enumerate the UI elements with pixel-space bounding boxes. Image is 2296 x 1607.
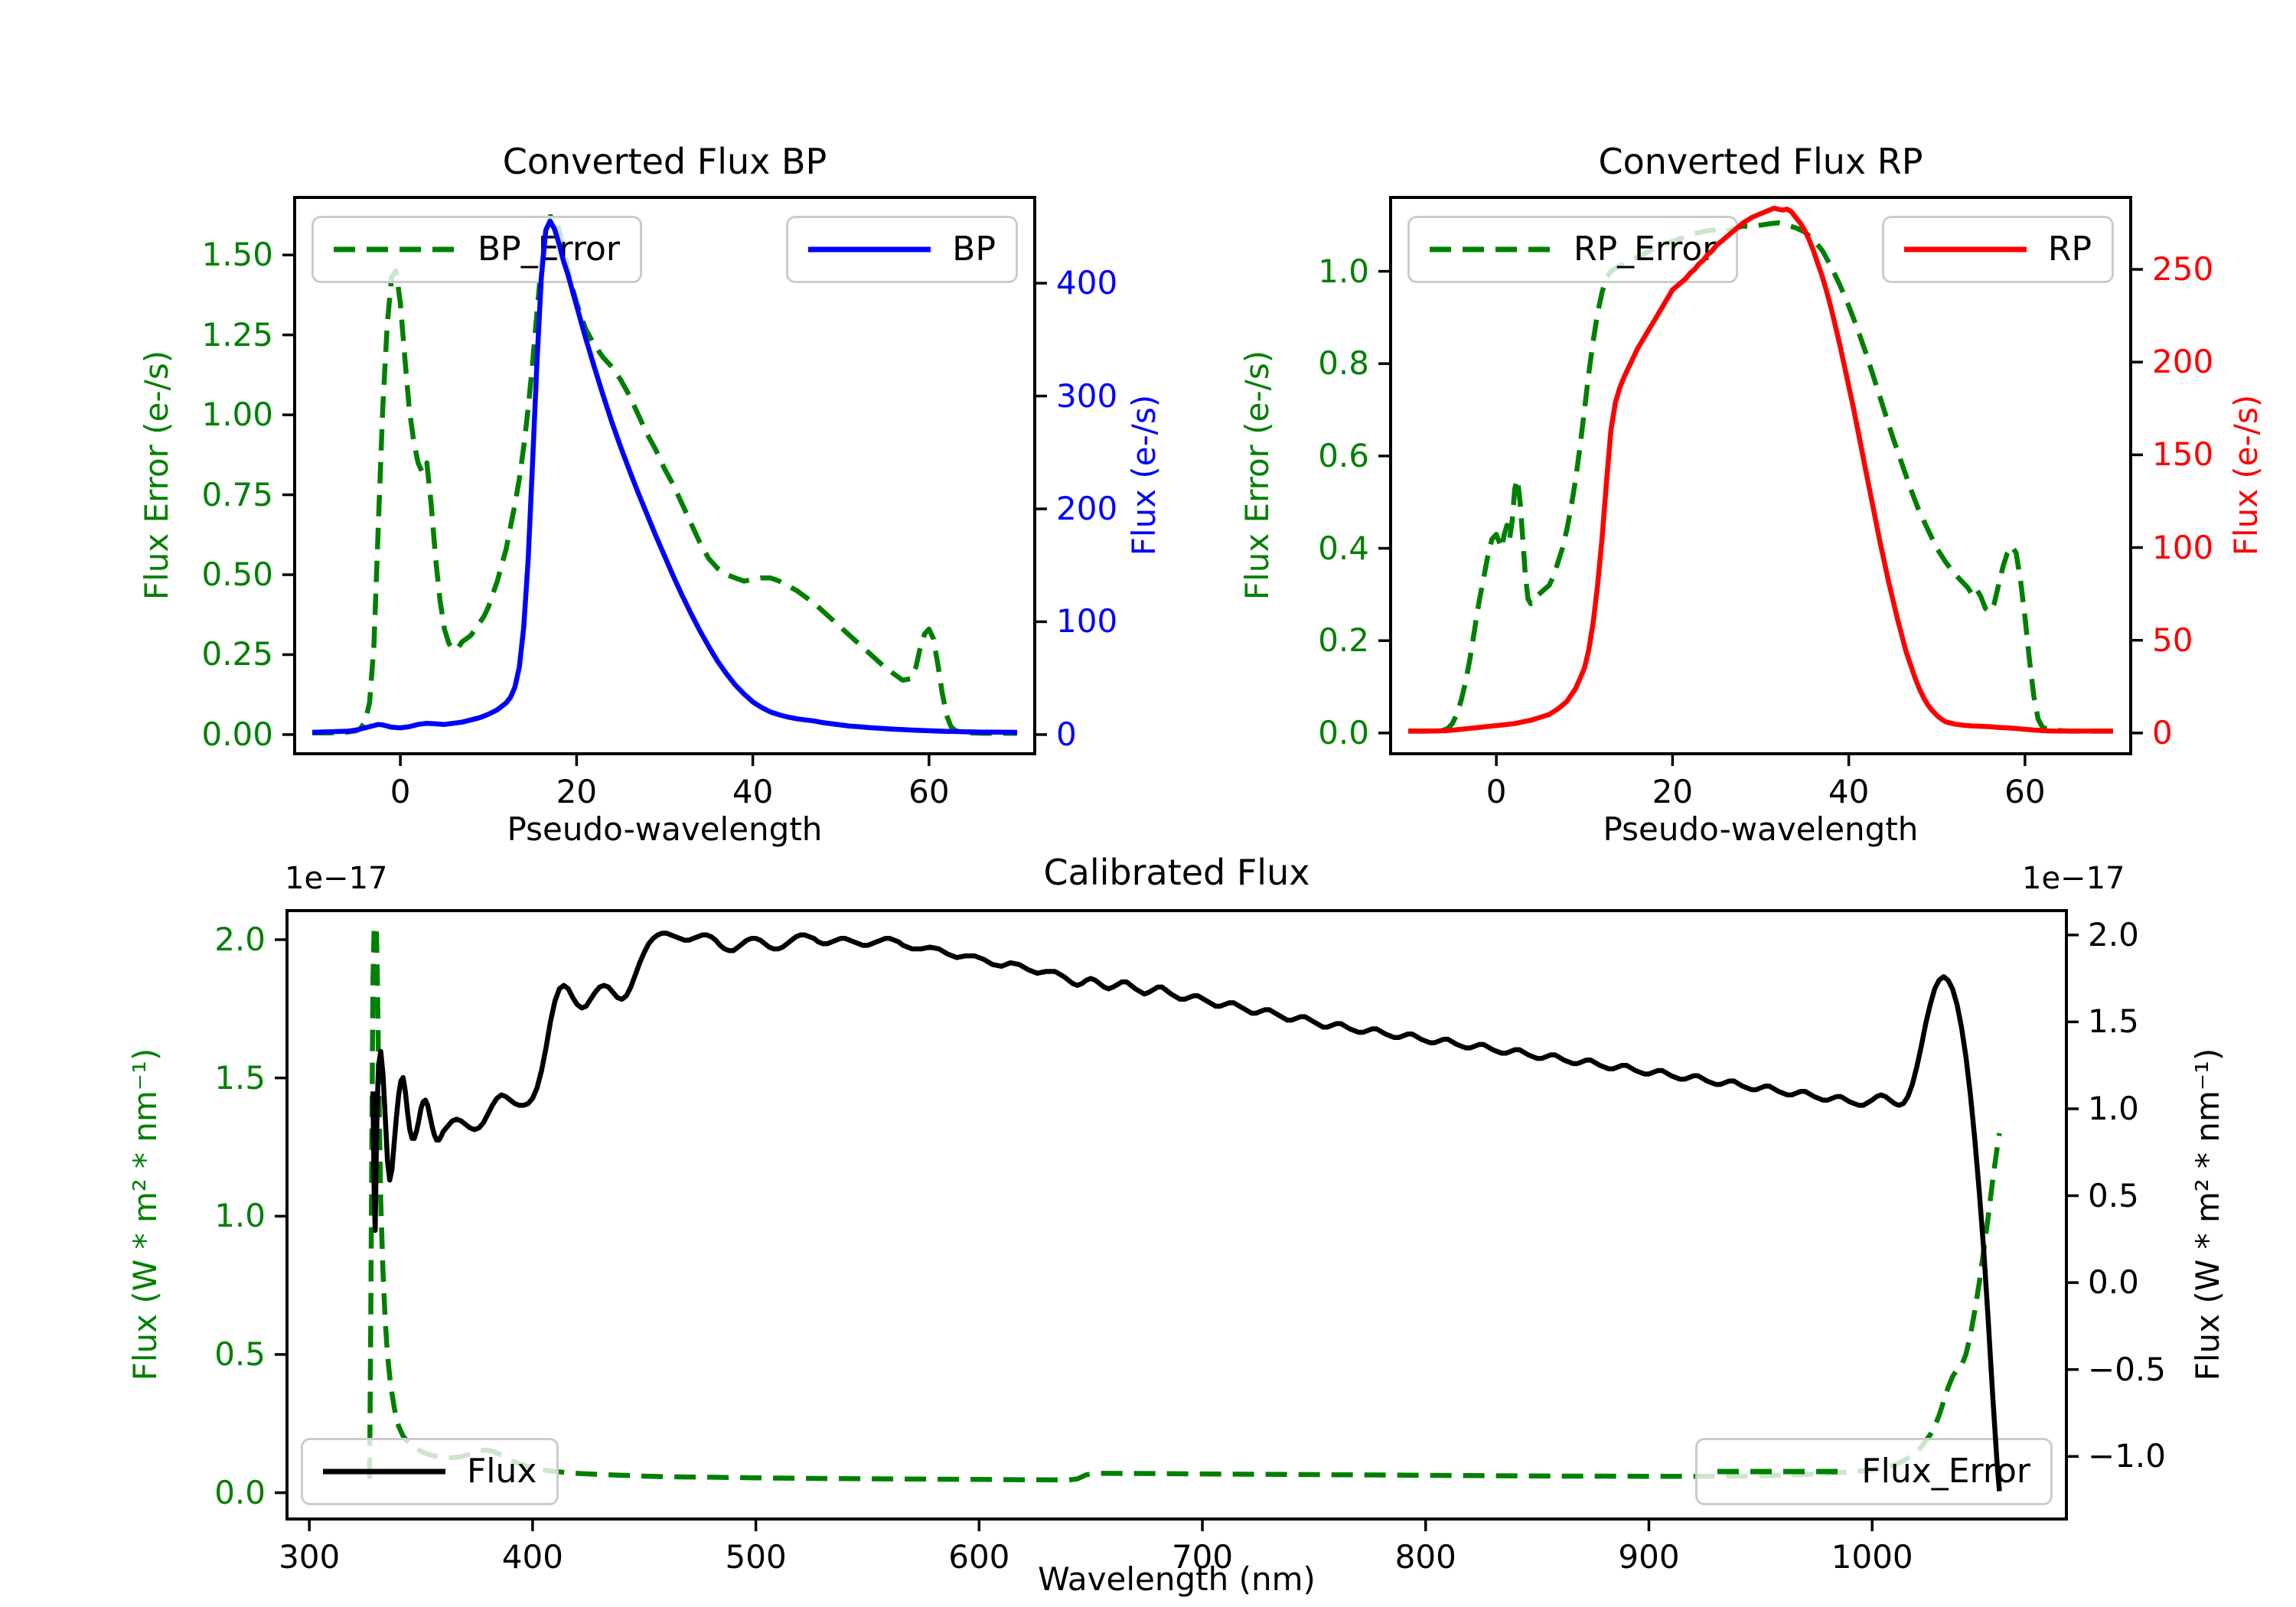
x-tick-label: 20 <box>556 773 598 810</box>
subplot-calibrated-ylabel-left: Flux (W * m² * nm⁻¹) <box>126 1048 164 1381</box>
legend-sample-line <box>808 246 931 253</box>
bp-line <box>311 218 1018 735</box>
x-tick-label: 900 <box>1618 1538 1680 1576</box>
x-tick-label: 1000 <box>1831 1538 1913 1576</box>
subplot-bp-title: Converted Flux BP <box>502 141 827 182</box>
rp-line <box>1408 205 2113 734</box>
y-tick-label-right: 1.0 <box>2088 1089 2139 1127</box>
subplot-bp-ylabel-left: Flux Error (e-/s) <box>138 350 175 601</box>
series-layer-left <box>312 214 1017 736</box>
y-tick-label-left: 0.75 <box>201 475 273 513</box>
y-tick-label-right: 400 <box>1056 264 1118 302</box>
y-tick-label-right: 0 <box>1056 715 1077 753</box>
y-tick-label-right: 300 <box>1056 376 1118 415</box>
legend-flux_error: Flux_Error <box>1695 1438 2053 1505</box>
series-layer-right <box>311 218 1018 735</box>
subplot-rp-xlabel: Pseudo-wavelength <box>1603 810 1919 848</box>
subplot-rp-ylabel-right: Flux (e-/s) <box>2227 394 2265 556</box>
y-tick-label-right: 250 <box>2152 250 2214 288</box>
plot-border <box>1389 196 2132 755</box>
axes-frame <box>275 909 2079 1531</box>
x-tick-label: 700 <box>1171 1538 1234 1576</box>
legend-rp: RP <box>1881 216 2114 283</box>
y-tick-label-left: 2.0 <box>214 920 266 958</box>
plot-border <box>285 909 2068 1521</box>
y-tick-label-left: 0.0 <box>1318 713 1369 751</box>
legend-sample-line <box>1903 246 2027 253</box>
legend-sample-line <box>323 1468 445 1475</box>
y-tick-label-right: 100 <box>1056 602 1118 641</box>
y-tick-label-right: −1.0 <box>2088 1437 2166 1475</box>
y-tick-label-right: 100 <box>2152 528 2214 566</box>
legend-label: Flux <box>467 1452 537 1491</box>
y-tick-label-right: 200 <box>2152 343 2214 381</box>
y-tick-label-right: 50 <box>2152 621 2193 659</box>
y-tick-label-left: 0.00 <box>201 715 273 753</box>
y-tick-label-left: 1.25 <box>201 315 273 354</box>
legend-label: RP <box>2047 230 2092 269</box>
series-layer-right <box>370 931 2002 1491</box>
y-tick-label-right: 2.0 <box>2088 915 2139 953</box>
y-tick-label-right: 0.5 <box>2088 1176 2139 1214</box>
legend-label: BP <box>952 230 996 269</box>
y-tick-label-right: 200 <box>1056 490 1118 527</box>
subplot-rp-ylabel-left: Flux Error (e-/s) <box>1238 350 1276 601</box>
x-tick-label: 20 <box>1652 773 1694 810</box>
subplot-bp-xlabel: Pseudo-wavelength <box>507 810 823 848</box>
x-tick-label: 600 <box>948 1538 1010 1576</box>
y-tick-label-left: 0.2 <box>1318 621 1369 660</box>
subplot-calibrated-ylabel-right: Flux (W * m² * nm⁻¹) <box>2189 1048 2226 1381</box>
y-tick-label-left: 0.6 <box>1318 436 1369 474</box>
y-tick-label-left: 1.50 <box>201 236 273 274</box>
legend-label: Flux_Error <box>1861 1452 2030 1491</box>
legend-sample-line <box>1717 1468 1841 1475</box>
y-tick-label-right: 150 <box>2152 435 2214 474</box>
legend-bp: BP <box>786 216 1018 283</box>
subplot-calibrated-title: Calibrated Flux <box>1043 852 1310 893</box>
legend-sample-line <box>334 246 456 253</box>
legend-rp_error: RP_Error <box>1407 216 1739 283</box>
x-tick-label: 40 <box>732 773 774 810</box>
legend-bp_error: BP_Error <box>311 216 642 283</box>
axes-frame <box>282 196 1047 766</box>
y-tick-label-right: 0 <box>2152 713 2173 751</box>
x-tick-label: 300 <box>279 1538 341 1576</box>
y-tick-label-left: 1.00 <box>201 396 273 434</box>
plot-border <box>293 196 1036 755</box>
y-tick-label-left: 0.25 <box>201 635 273 673</box>
subplot-rp-title: Converted Flux RP <box>1598 141 1923 182</box>
x-tick-label: 40 <box>1828 773 1870 810</box>
y-tick-label-left: 0.50 <box>201 556 273 594</box>
y-tick-label-left: 1.0 <box>214 1197 266 1235</box>
y-tick-label-left: 0.5 <box>214 1335 266 1373</box>
x-tick-label: 60 <box>2004 773 2046 810</box>
y-tick-label-right: 1.5 <box>2088 1002 2139 1041</box>
x-tick-label: 400 <box>501 1538 563 1576</box>
y-tick-label-left: 0.4 <box>1318 529 1369 567</box>
x-tick-label: 500 <box>725 1538 787 1576</box>
y-tick-label-right: 0.0 <box>2088 1263 2139 1302</box>
legend-label: BP_Error <box>478 230 620 269</box>
offset-text-left: 1e−17 <box>285 861 388 896</box>
legend-label: RP_Error <box>1574 230 1717 269</box>
x-tick-label: 60 <box>908 773 950 810</box>
subplot-bp-ylabel-right: Flux (e-/s) <box>1125 394 1163 556</box>
y-tick-label-left: 1.5 <box>214 1058 266 1097</box>
y-tick-label-left: 1.0 <box>1318 252 1369 290</box>
legend-sample-line <box>1430 246 1552 253</box>
x-tick-label: 0 <box>1486 773 1507 810</box>
x-tick-label: 0 <box>390 773 411 810</box>
offset-text-right: 1e−17 <box>2022 861 2125 896</box>
legend-flux: Flux <box>301 1438 559 1505</box>
flux-line <box>370 931 2002 1491</box>
subplot-calibrated-xlabel: Wavelength (nm) <box>1038 1560 1316 1598</box>
series-layer-right <box>1408 205 2113 734</box>
y-tick-label-left: 0.8 <box>1318 344 1369 383</box>
bp_error-line <box>312 214 1017 736</box>
x-tick-label: 800 <box>1394 1538 1456 1576</box>
y-tick-label-left: 0.0 <box>214 1473 266 1511</box>
y-tick-label-right: −0.5 <box>2088 1350 2166 1388</box>
axes-frame <box>1378 196 2143 766</box>
